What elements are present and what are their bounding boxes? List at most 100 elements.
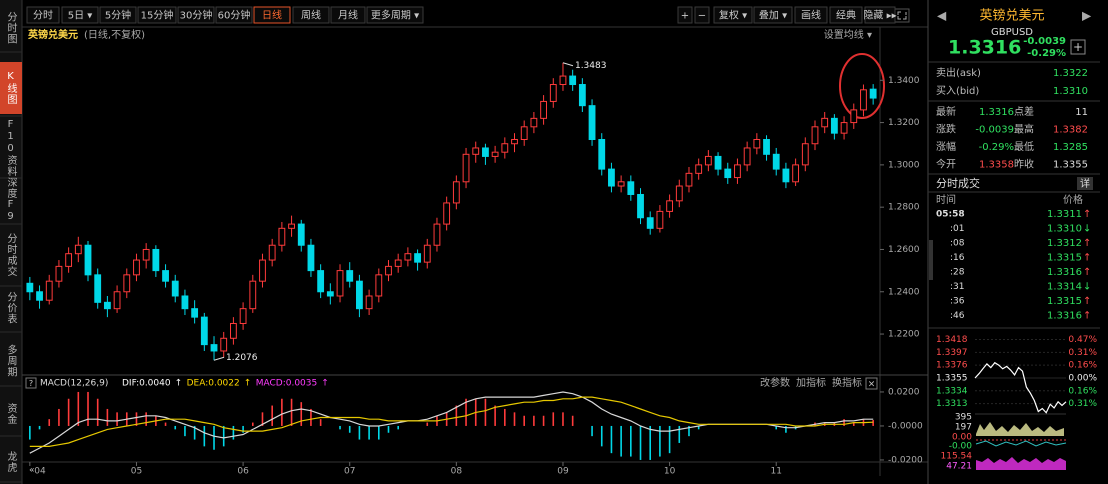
trade-arrow: ↑ xyxy=(1083,267,1091,278)
ma-setting[interactable]: 设置均线 ▾ xyxy=(824,28,872,41)
trade-arrow: ↓ xyxy=(1083,224,1091,235)
mini-y-label: 1.3334 xyxy=(936,386,968,396)
mini-y-label: 1.3418 xyxy=(936,335,968,345)
close-box[interactable] xyxy=(865,377,878,390)
tool-button[interactable] xyxy=(694,6,710,24)
period-label: 60分钟 xyxy=(218,9,251,22)
candle-body xyxy=(520,126,528,141)
stat-label: 最新 xyxy=(936,105,956,118)
candle-body xyxy=(860,89,867,111)
candle-body xyxy=(414,253,421,263)
indicator-button[interactable]: 加指标 xyxy=(796,376,826,389)
x-tick-label: 06 xyxy=(237,467,249,477)
period-button[interactable] xyxy=(253,6,291,24)
scroll-left[interactable]: « xyxy=(29,466,35,476)
period-button[interactable] xyxy=(99,6,137,24)
tool-button[interactable] xyxy=(677,6,693,24)
macd-bar xyxy=(484,398,487,426)
help-box[interactable] xyxy=(25,377,37,389)
tool-button[interactable] xyxy=(753,6,793,24)
macd-bar xyxy=(571,415,574,426)
macd-bar xyxy=(387,425,390,433)
candle-body xyxy=(375,274,383,297)
period-button[interactable] xyxy=(26,6,60,24)
sidebar-tab[interactable]: 多周期 xyxy=(5,343,17,377)
next-button[interactable]: ▶ xyxy=(1082,9,1092,23)
indicator-label: 197 xyxy=(955,423,972,433)
tool-button[interactable] xyxy=(829,6,863,24)
indicator-button[interactable]: 换指标 xyxy=(832,376,862,389)
candle-body xyxy=(501,143,509,153)
period-button[interactable] xyxy=(292,6,330,24)
prev-button[interactable]: ◀ xyxy=(937,9,947,23)
sidebar-tab[interactable]: K线图 xyxy=(5,71,17,105)
macd-bar xyxy=(378,425,380,440)
tool-button[interactable] xyxy=(864,6,896,24)
trade-arrow: ↑ xyxy=(1083,311,1091,322)
candle-body xyxy=(782,168,790,183)
tool-label: 经典 xyxy=(836,9,856,22)
quote-value: 1.3322 xyxy=(1053,68,1088,79)
macd-bar xyxy=(649,425,652,460)
mini-y-label: 1.3355 xyxy=(936,373,968,383)
period-button[interactable] xyxy=(61,6,99,24)
period-button[interactable] xyxy=(366,6,424,24)
detail-button[interactable]: 详 xyxy=(1080,177,1090,190)
indicator-area xyxy=(976,457,1066,470)
macd-bar xyxy=(348,425,351,433)
y-tick-label: -0.0000 xyxy=(888,421,923,431)
sidebar-tab[interactable]: 深度F9 xyxy=(5,177,17,223)
add-icon: + xyxy=(1073,40,1083,54)
trade-time: :36 xyxy=(950,297,965,307)
mini-pct-label: 0.31% xyxy=(1068,348,1097,358)
volume-area xyxy=(976,422,1064,436)
stat-value: 11 xyxy=(1075,107,1088,118)
mini-y-label: 1.3397 xyxy=(936,348,968,358)
macd-bar xyxy=(659,425,661,457)
macd-bar xyxy=(164,422,167,426)
x-tick-label: 05 xyxy=(131,467,142,477)
tool-button[interactable] xyxy=(794,6,828,24)
candle-body xyxy=(385,265,392,276)
add-box[interactable] xyxy=(1070,39,1086,55)
period-label: 5日 ▾ xyxy=(68,11,93,22)
period-button[interactable] xyxy=(137,6,177,24)
candle-body xyxy=(511,139,518,145)
candle-body xyxy=(714,155,722,170)
sidebar-tab[interactable]: F10资料 xyxy=(5,119,17,177)
trade-time: :28 xyxy=(950,268,965,278)
candle-body xyxy=(94,274,102,303)
candle-body xyxy=(753,139,761,149)
candle-body xyxy=(578,84,586,107)
mini-pct-label: 0.16% xyxy=(1068,361,1097,371)
trade-price: 1.3314 xyxy=(1047,282,1082,293)
stat-value: 1.3358 xyxy=(979,160,1014,171)
macd-bar xyxy=(193,425,196,440)
macd-legend: DEA:0.0022 xyxy=(187,379,240,389)
trade-time: 05:58 xyxy=(936,210,965,220)
macd-bar xyxy=(668,425,671,454)
sidebar-tab[interactable]: 资金 xyxy=(5,403,17,425)
sidebar-tab[interactable]: 分时图 xyxy=(5,11,17,44)
period-button[interactable] xyxy=(177,6,215,24)
trade-price: 1.3315 xyxy=(1047,253,1082,264)
period-button[interactable] xyxy=(215,6,253,24)
indicator-button[interactable]: 改参数 xyxy=(760,376,790,389)
quote-price: 1.3316 xyxy=(948,37,1021,59)
candle-body xyxy=(763,139,770,155)
tool-button[interactable] xyxy=(713,6,753,24)
macd-bar xyxy=(145,412,147,426)
stat-label: 涨幅 xyxy=(936,140,956,153)
period-button[interactable] xyxy=(330,6,366,24)
sidebar-tab[interactable]: 龙虎 xyxy=(5,450,17,473)
macd-bar xyxy=(319,419,322,426)
sidebar-tab[interactable]: 分价表 xyxy=(5,291,17,324)
candle-body xyxy=(666,200,674,212)
period-label: 30分钟 xyxy=(180,9,213,22)
macd-bar xyxy=(697,425,700,430)
sidebar-tab[interactable]: 分时成交 xyxy=(5,233,17,277)
trade-arrow: ↓ xyxy=(1083,282,1091,293)
candle-body xyxy=(850,109,858,124)
detail-box[interactable] xyxy=(1077,177,1093,190)
y-tick-label: 1.2800 xyxy=(888,203,920,213)
